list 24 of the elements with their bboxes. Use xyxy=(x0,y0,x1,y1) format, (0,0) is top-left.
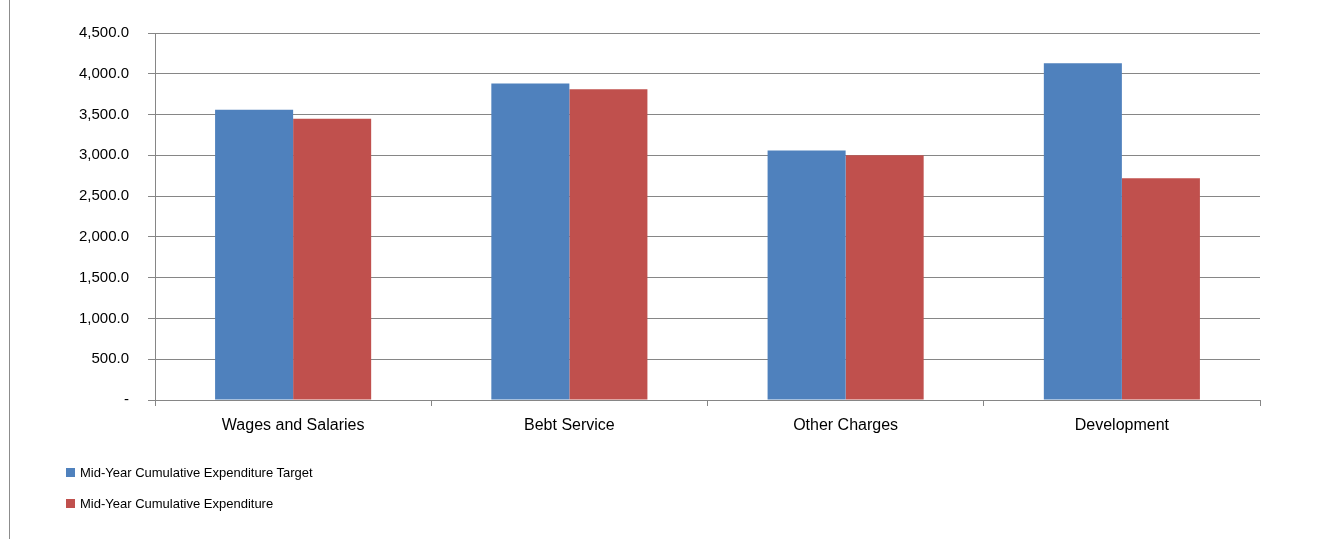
y-tick-label: 3,500.0 xyxy=(78,104,129,122)
bar xyxy=(491,83,570,400)
y-tick-label: 1,500.0 xyxy=(78,267,129,285)
y-tick-label: 3,000.0 xyxy=(78,145,129,163)
x-tick-label: Bebt Service xyxy=(524,416,615,434)
y-tick-label: 4,000.0 xyxy=(78,63,129,81)
y-tick-label: 1,000.0 xyxy=(78,308,129,326)
x-tick-label: Development xyxy=(1074,416,1170,434)
bar xyxy=(845,155,924,400)
y-tick-label: 2,500.0 xyxy=(78,186,129,204)
bar xyxy=(767,150,846,400)
bar xyxy=(293,118,372,400)
x-tick-label: Other Charges xyxy=(793,416,899,434)
legend-label: Mid-Year Cumulative Expenditure Target xyxy=(80,465,313,480)
y-tick-label: - xyxy=(124,390,129,408)
y-tick-label: 4,500.0 xyxy=(78,23,129,41)
bar xyxy=(215,109,294,400)
y-tick-label: 500.0 xyxy=(91,349,129,367)
bar xyxy=(569,89,648,400)
legend-label: Mid-Year Cumulative Expenditure xyxy=(80,496,274,511)
y-tick-label: 2,000.0 xyxy=(78,227,129,245)
x-tick-label: Wages and Salaries xyxy=(221,416,365,434)
bar xyxy=(1121,178,1200,400)
bar xyxy=(1043,63,1122,400)
